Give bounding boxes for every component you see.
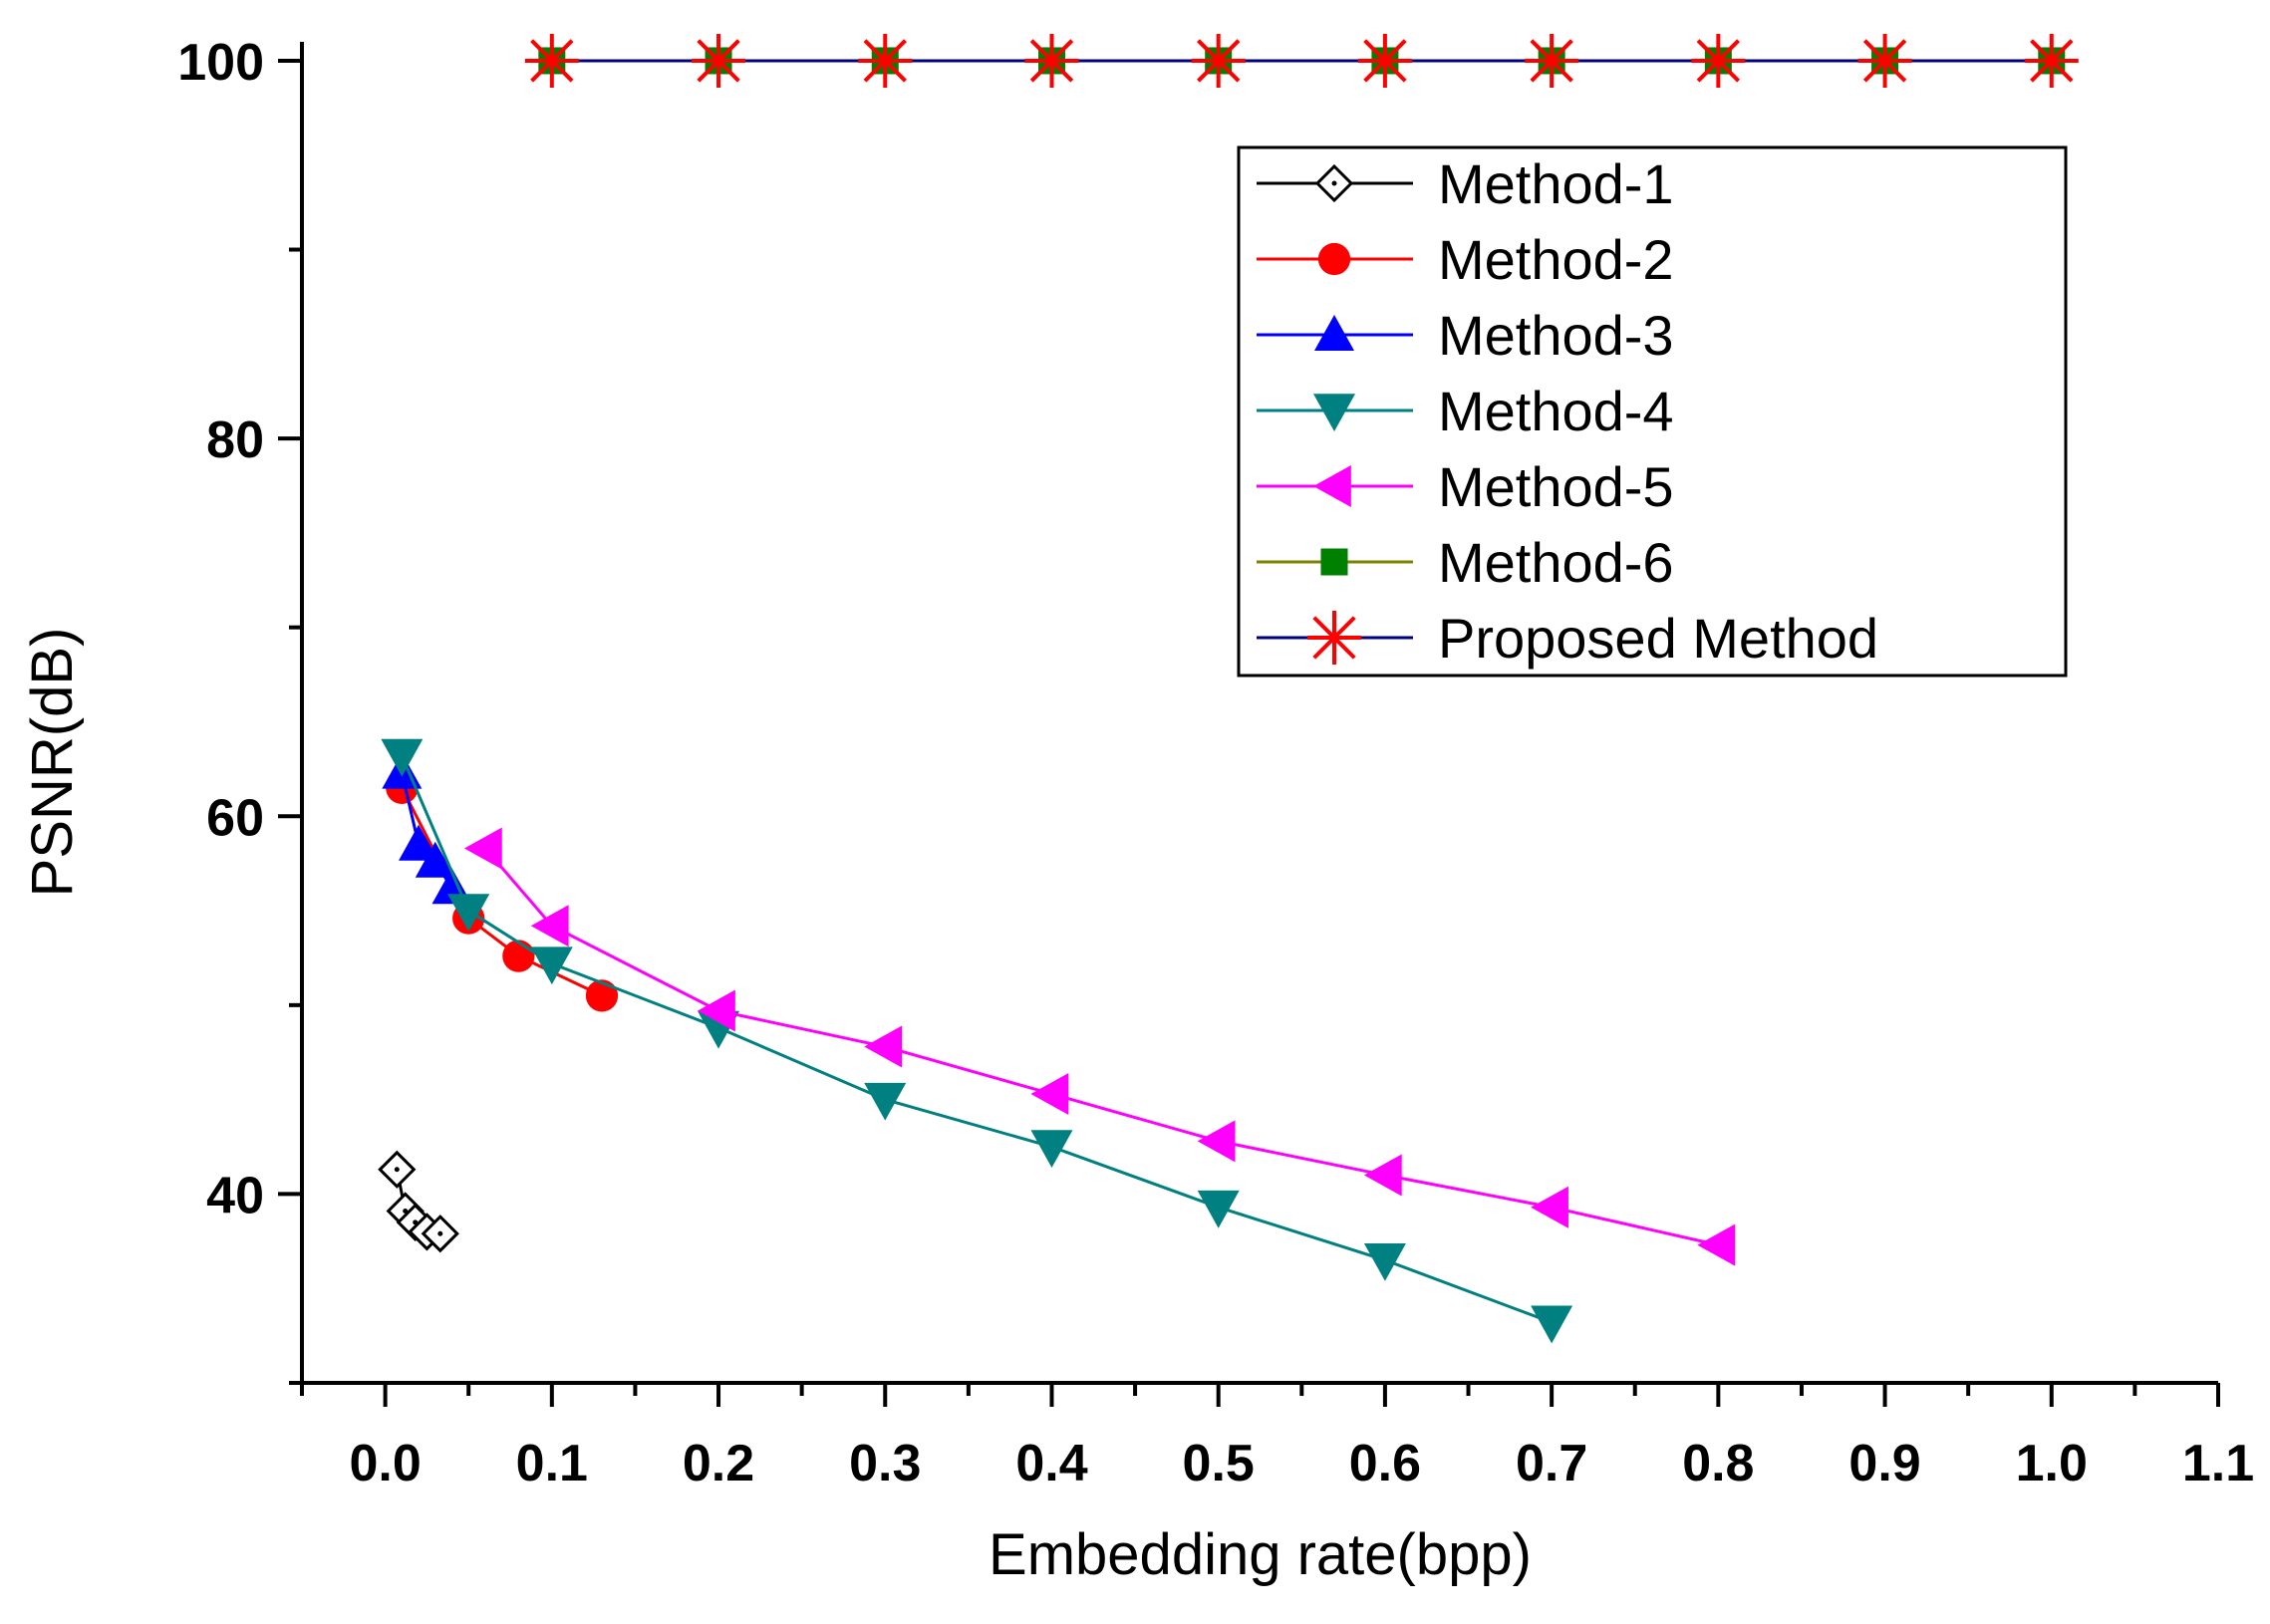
series-line-method-4 — [400, 755, 1553, 1324]
legend-label: Method-1 — [1438, 152, 1674, 215]
y-tick-label: 40 — [206, 1167, 264, 1224]
y-axis-title: PSNR(dB) — [20, 628, 85, 898]
legend-marker — [1313, 394, 1355, 431]
legend-marker — [1307, 611, 1361, 665]
data-point-method-4 — [1531, 1305, 1573, 1344]
data-point-method-3 — [399, 824, 439, 861]
data-point-proposed-method — [1357, 33, 1412, 88]
legend-label: Method-5 — [1438, 455, 1674, 518]
legend-marker — [1320, 548, 1348, 576]
data-point-method-2 — [585, 979, 619, 1012]
x-tick-label: 1.0 — [2016, 1435, 2088, 1492]
x-tick-label: 1.1 — [2182, 1435, 2254, 1492]
legend-entry-method-6: Method-6 — [1257, 531, 1674, 594]
legend-label: Method-4 — [1438, 380, 1674, 442]
legend: Method-1 Method-2 Method-3 Method-4 Method-5… — [1237, 145, 2068, 677]
x-tick-label: 0.4 — [1015, 1435, 1087, 1492]
legend-entry-method-3: Method-3 — [1257, 304, 1674, 367]
series-proposed-method — [524, 33, 2079, 88]
series-method-5 — [463, 827, 1736, 1266]
series-line-method-2 — [400, 787, 603, 997]
data-point-method-5 — [1030, 1072, 1069, 1115]
x-tick-labels: 0.0 0.1 0.2 0.3 0.4 0.5 0.6 0.7 0.8 0.9 1.0 1.1 — [349, 1435, 2254, 1492]
legend-entry-proposed-method: Proposed Method — [1257, 607, 1878, 670]
data-point-method-4 — [1363, 1242, 1406, 1281]
legend-entry-method-5: Method-5 — [1257, 455, 1674, 518]
data-point-method-5 — [1531, 1186, 1568, 1228]
legend-marker — [1313, 465, 1351, 507]
data-point-proposed-method — [1191, 33, 1246, 88]
x-tick-label: 0.0 — [349, 1435, 421, 1492]
x-tick-label: 0.5 — [1183, 1435, 1255, 1492]
data-point-method-1 — [378, 1150, 417, 1189]
data-point-method-4 — [447, 894, 490, 933]
legend-entry-method-1: Method-1 — [1257, 152, 1674, 215]
x-tick-label: 0.3 — [849, 1435, 921, 1492]
y-tick-label: 60 — [206, 789, 264, 847]
data-point-method-5 — [1363, 1154, 1402, 1197]
legend-marker — [1317, 242, 1351, 276]
x-tick-label: 0.7 — [1516, 1435, 1587, 1492]
data-point-proposed-method — [1857, 33, 1912, 88]
y-tick-label: 100 — [177, 34, 264, 92]
data-point-proposed-method — [692, 33, 746, 88]
legend-label: Proposed Method — [1438, 607, 1878, 670]
legend-label: Method-6 — [1438, 531, 1674, 594]
x-tick-label: 0.1 — [516, 1435, 588, 1492]
data-point-method-4 — [1197, 1190, 1240, 1228]
data-point-proposed-method — [1525, 33, 1579, 88]
series-method-1 — [378, 1150, 459, 1253]
y-tick-label: 80 — [206, 411, 264, 469]
data-point-proposed-method — [524, 33, 579, 88]
legend-label: Method-3 — [1438, 304, 1674, 367]
x-axis-title: Embedding rate(bpp) — [989, 1522, 1532, 1587]
data-point-proposed-method — [2024, 33, 2079, 88]
series-method-4 — [381, 738, 1573, 1344]
series-method-3 — [382, 752, 472, 905]
data-point-method-5 — [463, 827, 502, 870]
x-tick-label: 0.8 — [1682, 1435, 1754, 1492]
data-point-method-4 — [864, 1082, 907, 1121]
data-point-method-4 — [1030, 1130, 1073, 1169]
legend-marker — [1314, 315, 1354, 351]
data-point-method-4 — [530, 947, 573, 985]
x-tick-label: 0.6 — [1349, 1435, 1421, 1492]
data-point-proposed-method — [1024, 33, 1079, 88]
data-point-proposed-method — [1691, 33, 1746, 88]
data-point-method-5 — [530, 905, 569, 947]
y-tick-labels: 40 60 80 100 — [177, 34, 264, 1224]
series-layer — [378, 33, 2079, 1344]
series-line-method-5 — [483, 847, 1719, 1247]
legend-entry-method-4: Method-4 — [1257, 380, 1674, 442]
data-point-proposed-method — [858, 33, 913, 88]
legend-marker — [1314, 163, 1354, 203]
legend-label: Method-2 — [1438, 228, 1674, 291]
data-point-method-4 — [381, 738, 424, 777]
data-point-method-5 — [1197, 1120, 1236, 1163]
axis-ticks — [278, 58, 2220, 1407]
data-point-method-5 — [698, 989, 735, 1032]
legend-entry-method-2: Method-2 — [1257, 228, 1674, 291]
data-point-method-2 — [502, 940, 535, 972]
x-tick-label: 0.9 — [1848, 1435, 1920, 1492]
data-point-method-3 — [415, 841, 455, 878]
x-tick-label: 0.2 — [683, 1435, 754, 1492]
data-point-method-1 — [421, 1215, 459, 1253]
data-point-method-5 — [864, 1025, 903, 1068]
data-point-method-5 — [1697, 1223, 1736, 1266]
